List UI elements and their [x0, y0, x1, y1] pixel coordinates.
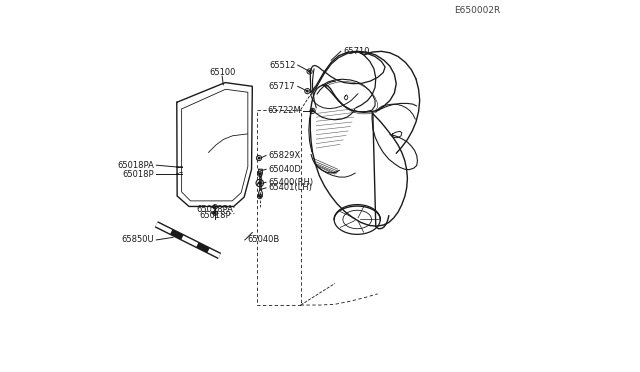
Circle shape: [214, 206, 216, 208]
Text: 65018PA: 65018PA: [196, 205, 234, 214]
Text: 65018P: 65018P: [122, 170, 154, 179]
Circle shape: [214, 212, 216, 214]
Text: 65401(LH): 65401(LH): [268, 183, 312, 192]
Text: 65018PA: 65018PA: [117, 161, 154, 170]
Text: 65100: 65100: [209, 68, 236, 77]
Text: E650002R: E650002R: [454, 6, 500, 15]
Text: 65710: 65710: [343, 47, 369, 56]
Circle shape: [312, 110, 314, 112]
Circle shape: [307, 90, 308, 92]
Text: 65512: 65512: [269, 61, 296, 70]
Text: 65850U: 65850U: [122, 235, 154, 244]
Text: 65040B: 65040B: [247, 235, 279, 244]
Text: 65717: 65717: [269, 82, 296, 91]
Circle shape: [259, 173, 260, 175]
Text: 65829X: 65829X: [268, 151, 301, 160]
Text: 65722M: 65722M: [268, 106, 301, 115]
Text: 65040D: 65040D: [268, 165, 301, 174]
Circle shape: [309, 71, 310, 72]
Circle shape: [259, 157, 260, 159]
Text: 65018P: 65018P: [199, 211, 231, 219]
Circle shape: [259, 182, 261, 184]
Text: 65400(RH): 65400(RH): [268, 178, 314, 187]
Circle shape: [259, 196, 260, 197]
